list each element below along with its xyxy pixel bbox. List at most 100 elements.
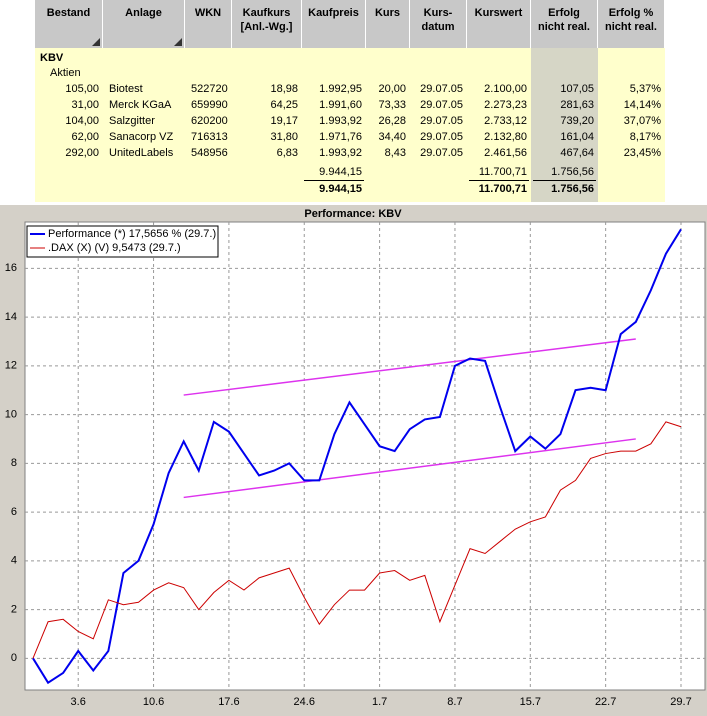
data-line (32, 228, 682, 685)
table-cell: 467,64 (560, 147, 594, 159)
portfolio-table: KBV Aktien Bestand Anlage WKN Kaufkurs [Anl.… (0, 0, 707, 202)
header-text: [Anl.-Wg.] (240, 21, 293, 33)
sort-marker (92, 38, 100, 46)
table-cell: 29.07.05 (420, 147, 463, 159)
table-cell: 1.992,95 (319, 83, 362, 95)
table-cell: 73,33 (378, 99, 406, 111)
column-header: Erfolg nicht real. (531, 0, 598, 48)
table-cell: 37,07% (623, 115, 661, 127)
column-header: Bestand (35, 0, 103, 48)
header-text: Erfolg % (608, 7, 654, 19)
table-cell: 5,37% (629, 83, 661, 95)
x-tick-label: 10.6 (143, 696, 164, 708)
header-text: Kurswert (474, 7, 523, 19)
table-cell: 8,17% (629, 131, 661, 143)
table-cell: 6,83 (276, 147, 298, 159)
x-tick-label: 22.7 (595, 696, 616, 708)
column-header: Kaufpreis (302, 0, 366, 48)
y-tick-label: 14 (5, 311, 17, 323)
table-cell: 2.100,00 (484, 83, 527, 95)
y-tick-label: 12 (5, 360, 17, 372)
table-cell: 11.700,71 (478, 183, 527, 195)
highlight-column (531, 48, 598, 202)
y-tick-label: 0 (11, 652, 17, 664)
table-cell: 34,40 (378, 131, 406, 143)
header-text: Kurs (374, 7, 401, 19)
table-cell: UnitedLabels (109, 147, 174, 159)
x-tick-label: 24.6 (294, 696, 315, 708)
subtotal-rule (469, 180, 529, 181)
column-header: Kurswert (467, 0, 531, 48)
header-text: nicht real. (538, 21, 590, 33)
table-cell: 23,45% (623, 147, 661, 159)
table-cell: 2.733,12 (484, 115, 527, 127)
chart: Performance: KBV 0 2 4 6 8 10 12 14 16 3.6 10.6 17.… (0, 205, 707, 716)
trend-line (183, 438, 636, 499)
x-tick-label: 3.6 (71, 696, 86, 708)
table-cell: 14,14% (623, 99, 661, 111)
header-text: Erfolg (548, 7, 580, 19)
column-header: Kaufkurs [Anl.-Wg.] (232, 0, 302, 48)
y-tick-label: 8 (11, 457, 17, 469)
chart-title: Performance: KBV (304, 208, 402, 220)
table-cell: 31,80 (270, 131, 298, 143)
table-cell: 548956 (191, 147, 228, 159)
y-tick-label: 10 (5, 408, 17, 420)
table-cell: 8,43 (384, 147, 406, 159)
table-cell: 739,20 (560, 115, 594, 127)
column-header: Anlage (103, 0, 185, 48)
table-cell: 2.461,56 (484, 147, 527, 159)
subtotal-rule (304, 180, 364, 181)
table-cell: 18,98 (270, 83, 298, 95)
table-cell: 9.944,15 (319, 183, 362, 195)
subtotal-rule (533, 180, 596, 181)
table-cell: 281,63 (560, 99, 594, 111)
column-header: Kurs (366, 0, 410, 48)
table-cell: 29.07.05 (420, 131, 463, 143)
legend-label: Performance (*) 17,5656 % (29.7.) (48, 228, 216, 240)
table-cell: 1.991,60 (319, 99, 362, 111)
table-cell: 620200 (191, 115, 228, 127)
table-cell: 2.273,23 (484, 99, 527, 111)
table-cell: 29.07.05 (420, 83, 463, 95)
legend-label: .DAX (X) (V) 9,5473 (29.7.) (48, 242, 181, 254)
header-text: Anlage (125, 7, 162, 19)
table-cell: 107,05 (560, 83, 594, 95)
sort-marker (174, 38, 182, 46)
y-tick-label: 6 (11, 506, 17, 518)
x-tick-label: 1.7 (372, 696, 387, 708)
table-cell: 1.756,56 (551, 166, 594, 178)
y-tick-label: 4 (11, 555, 17, 567)
column-header: Erfolg % nicht real. (598, 0, 665, 48)
table-cell: 716313 (191, 131, 228, 143)
table-cell: 64,25 (270, 99, 298, 111)
table-cell: 1.993,92 (319, 147, 362, 159)
y-tick-label: 16 (5, 262, 17, 274)
table-cell: Salzgitter (109, 115, 155, 127)
header-text: nicht real. (605, 21, 657, 33)
table-cell: Biotest (109, 83, 143, 95)
trend-line (183, 338, 636, 396)
table-cell: 29.07.05 (420, 115, 463, 127)
group-label: KBV (40, 52, 64, 64)
x-tick-label: 29.7 (670, 696, 691, 708)
column-header: WKN (185, 0, 232, 48)
table-cell: Merck KGaA (109, 99, 172, 111)
table-cell: 26,28 (378, 115, 406, 127)
table-cell: 20,00 (378, 83, 406, 95)
table-cell: 31,00 (71, 99, 99, 111)
header-text: Bestand (46, 7, 91, 19)
table-cell: 9.944,15 (319, 166, 362, 178)
header-text: WKN (194, 7, 222, 19)
table-cell: Sanacorp VZ (109, 131, 174, 143)
y-tick-label: 2 (11, 603, 17, 615)
table-cell: 161,04 (560, 131, 594, 143)
table-cell: 1.993,92 (319, 115, 362, 127)
legend-box (26, 225, 219, 258)
header-text: Kaufpreis (308, 7, 359, 19)
header-text: datum (421, 21, 455, 33)
table-cell: 1.971,76 (319, 131, 362, 143)
data-line (32, 421, 682, 659)
subgroup-label: Aktien (50, 67, 81, 79)
